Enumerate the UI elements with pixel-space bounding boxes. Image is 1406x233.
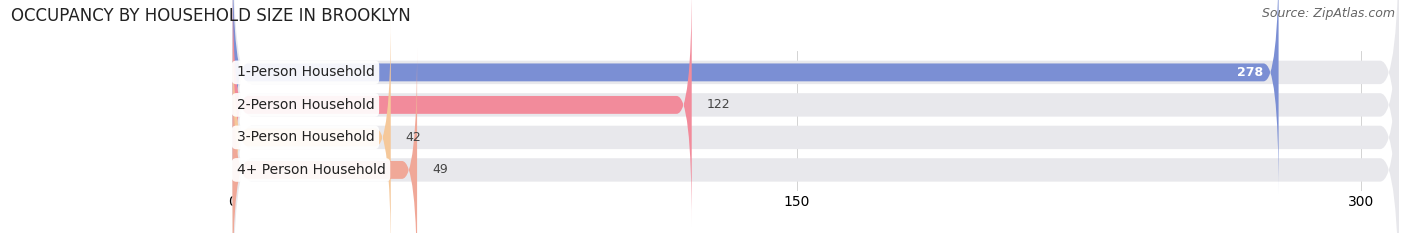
Text: 3-Person Household: 3-Person Household [236,130,374,144]
FancyBboxPatch shape [233,49,418,233]
FancyBboxPatch shape [233,0,1399,223]
Text: 49: 49 [432,163,449,176]
FancyBboxPatch shape [233,16,391,233]
Text: 4+ Person Household: 4+ Person Household [236,163,385,177]
FancyBboxPatch shape [233,0,1399,233]
Text: 42: 42 [406,131,422,144]
Text: OCCUPANCY BY HOUSEHOLD SIZE IN BROOKLYN: OCCUPANCY BY HOUSEHOLD SIZE IN BROOKLYN [11,7,411,25]
FancyBboxPatch shape [233,0,1278,193]
FancyBboxPatch shape [233,0,692,226]
Text: 2-Person Household: 2-Person Household [236,98,374,112]
FancyBboxPatch shape [233,19,1399,233]
Text: 278: 278 [1237,66,1264,79]
FancyBboxPatch shape [233,0,1399,233]
Text: 122: 122 [707,98,730,111]
Text: Source: ZipAtlas.com: Source: ZipAtlas.com [1261,7,1395,20]
Text: 1-Person Household: 1-Person Household [236,65,374,79]
